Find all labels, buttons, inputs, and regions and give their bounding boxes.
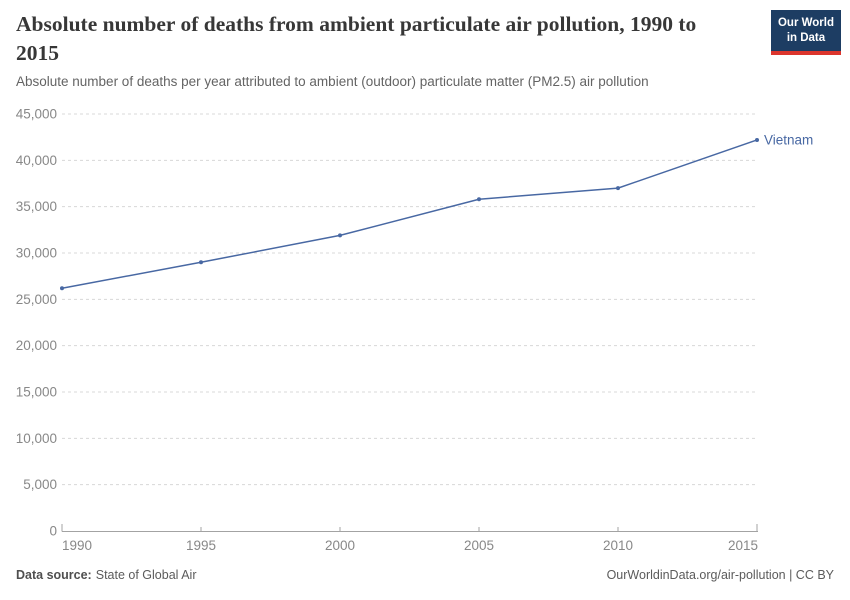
data-source: Data source: State of Global Air bbox=[16, 568, 197, 582]
x-axis-tick-label: 2005 bbox=[464, 538, 494, 553]
chart-footer: Data source: State of Global Air OurWorld… bbox=[0, 568, 850, 582]
owid-logo-line1: Our World bbox=[777, 17, 834, 29]
y-axis-tick-label: 20,000 bbox=[16, 338, 57, 353]
data-point bbox=[60, 286, 64, 291]
x-axis-tick-label: 1995 bbox=[186, 538, 216, 553]
y-axis-tick-label: 40,000 bbox=[16, 153, 57, 168]
x-axis-tick-label: 2000 bbox=[325, 538, 355, 553]
y-axis-tick-label: 5,000 bbox=[23, 477, 57, 492]
data-point bbox=[338, 233, 342, 238]
chart-subtitle: Absolute number of deaths per year attri… bbox=[16, 74, 649, 89]
data-point bbox=[755, 137, 759, 142]
y-axis-tick-label: 45,000 bbox=[16, 107, 57, 122]
y-axis-tick-label: 25,000 bbox=[16, 292, 57, 307]
x-axis-tick-label: 2010 bbox=[603, 538, 633, 553]
data-source-name: State of Global Air bbox=[95, 568, 197, 582]
license-link[interactable]: OurWorldinData.org/air-pollution | CC BY bbox=[606, 568, 834, 582]
owid-logo-line2: in Data bbox=[786, 31, 826, 44]
series-label-vietnam: Vietnam bbox=[764, 132, 813, 147]
data-source-label: Data source: bbox=[16, 568, 92, 582]
x-axis-tick-label: 1990 bbox=[62, 538, 92, 553]
data-point bbox=[199, 260, 203, 265]
y-axis-tick-label: 30,000 bbox=[16, 246, 57, 261]
y-axis-tick-label: 35,000 bbox=[16, 199, 57, 214]
chart-title: Absolute number of deaths from ambient p… bbox=[16, 12, 697, 65]
y-axis-tick-label: 15,000 bbox=[16, 385, 57, 400]
x-axis-tick-label: 2015 bbox=[728, 538, 758, 553]
y-axis-tick-label: 0 bbox=[49, 524, 57, 539]
owid-logo[interactable]: Our World in Data bbox=[770, 10, 841, 55]
data-point bbox=[477, 197, 481, 202]
data-point bbox=[616, 186, 620, 191]
y-axis-tick-label: 10,000 bbox=[16, 431, 57, 446]
series-line-vietnam bbox=[61, 139, 758, 289]
